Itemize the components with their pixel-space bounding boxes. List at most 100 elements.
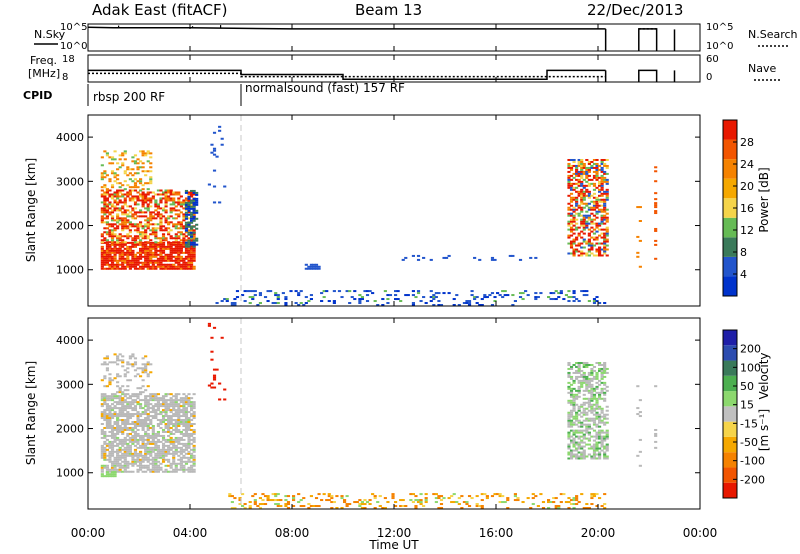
power-cell <box>190 235 194 238</box>
velocity-cell <box>105 415 109 418</box>
power-cell <box>182 259 186 262</box>
power-cell <box>256 304 260 306</box>
power-cell <box>600 200 604 203</box>
velocity-cell <box>572 399 576 402</box>
power-cell <box>358 302 362 305</box>
velocity-cell <box>131 393 135 396</box>
velocity-cell <box>592 387 597 390</box>
power-cell <box>167 191 171 194</box>
velocity-cell <box>149 421 153 424</box>
power-cell <box>169 199 173 202</box>
freq-tick-top: 18 <box>62 54 75 65</box>
velocity-cell <box>121 440 125 443</box>
velocity-cell <box>603 435 607 438</box>
velocity-cell <box>131 403 135 406</box>
velocity-cell <box>595 405 599 408</box>
power-cell <box>572 242 576 245</box>
power-cell <box>146 241 150 244</box>
velocity-cell <box>292 495 296 498</box>
power-cell <box>580 246 584 249</box>
velocity-cell <box>113 395 117 398</box>
power-cell <box>580 220 584 223</box>
power-cell <box>447 292 451 295</box>
power-cell <box>103 205 107 208</box>
velocity-cell <box>133 438 138 441</box>
power-cell <box>184 199 189 202</box>
power-cell <box>149 166 153 169</box>
power-cell <box>419 300 423 303</box>
power-cell <box>167 217 171 220</box>
power-cell <box>177 253 181 256</box>
power-cell <box>141 261 145 264</box>
velocity-cell <box>110 417 115 420</box>
velocity-cell <box>141 399 145 402</box>
power-cell <box>263 296 268 299</box>
power-cell <box>580 194 584 197</box>
power-y-axis-label: Slant Range [km] <box>24 158 38 262</box>
power-cell <box>569 174 574 177</box>
power-cell <box>174 205 178 208</box>
velocity-cell <box>116 430 120 433</box>
power-cell <box>190 261 194 264</box>
velocity-cell <box>575 365 579 368</box>
velocity-cell <box>174 450 178 453</box>
velocity-cell <box>146 446 150 449</box>
power-cell <box>187 203 191 206</box>
velocity-cell <box>159 448 163 451</box>
power-cell <box>100 259 104 262</box>
velocity-cell <box>580 361 584 364</box>
power-cell <box>595 238 599 241</box>
power-cell <box>230 302 234 305</box>
power-cell <box>577 190 581 193</box>
power-cell <box>113 243 117 246</box>
colorbar-tick-label: 100 <box>740 361 761 374</box>
power-cell <box>585 166 589 169</box>
velocity-cell <box>603 457 607 460</box>
power-cell <box>190 189 194 192</box>
velocity-cell <box>572 445 576 448</box>
velocity-cell <box>151 450 155 453</box>
velocity-cell <box>184 415 189 418</box>
cpid-label: CPID <box>23 89 52 102</box>
power-cell <box>167 189 171 192</box>
velocity-cell <box>149 423 153 425</box>
power-cell <box>159 255 163 258</box>
power-cell <box>580 196 584 199</box>
power-cell <box>577 194 581 197</box>
velocity-cell <box>133 405 138 408</box>
velocity-cell <box>167 450 171 453</box>
power-cell <box>595 162 599 165</box>
velocity-cell <box>123 468 127 471</box>
power-cell <box>590 164 594 167</box>
velocity-cell <box>182 432 186 435</box>
power-cell <box>587 228 591 231</box>
velocity-cell <box>149 468 153 471</box>
velocity-cell <box>559 493 563 496</box>
velocity-cell <box>577 431 581 434</box>
power-cell <box>569 208 574 211</box>
velocity-cell <box>590 417 594 420</box>
power-cell <box>473 296 477 299</box>
power-cell <box>133 217 138 220</box>
velocity-cell <box>592 369 597 372</box>
power-cell <box>192 229 196 232</box>
power-cell <box>108 241 112 244</box>
power-cell <box>603 208 607 211</box>
power-cell <box>317 267 321 270</box>
velocity-cell <box>399 505 403 508</box>
velocity-cell <box>177 405 181 408</box>
velocity-cell <box>167 444 171 447</box>
velocity-cell <box>442 497 446 500</box>
velocity-cell <box>179 460 183 463</box>
velocity-cell <box>161 434 166 437</box>
velocity-cell <box>108 444 112 447</box>
velocity-cell <box>156 432 160 435</box>
velocity-cell <box>572 507 576 509</box>
velocity-cell <box>169 419 173 422</box>
power-cell <box>146 253 150 256</box>
velocity-cell <box>582 409 586 412</box>
velocity-cell <box>174 415 178 418</box>
power-cell <box>105 154 109 157</box>
power-cell <box>126 255 130 258</box>
power-cell <box>572 164 576 167</box>
